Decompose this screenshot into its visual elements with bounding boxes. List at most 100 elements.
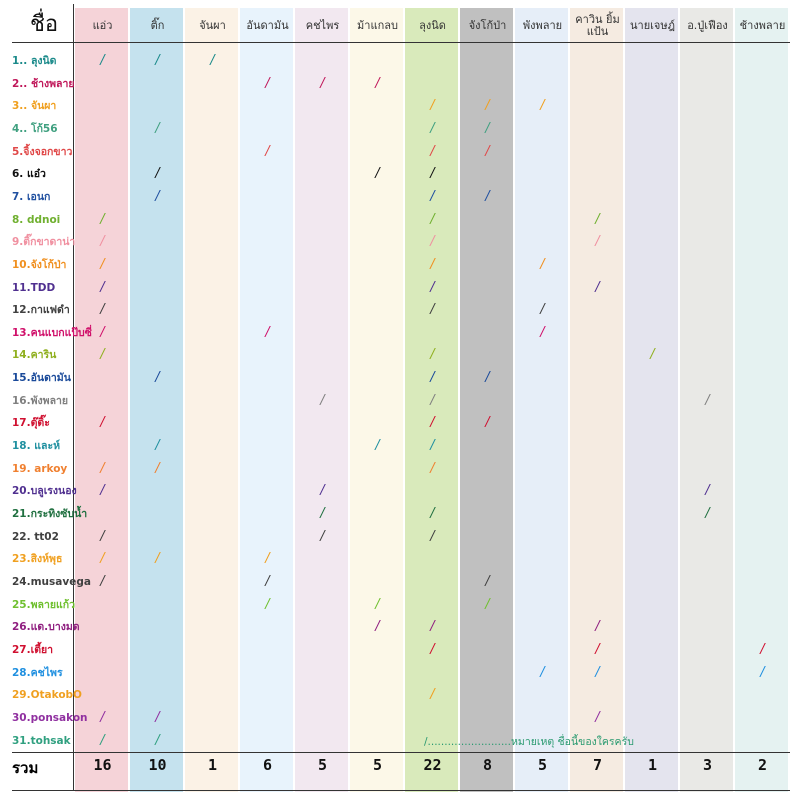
vote-mark: /: [100, 347, 105, 363]
column-bg: [75, 8, 128, 792]
vote-mark: /: [100, 709, 105, 725]
member-name: 3.. จันผา: [12, 100, 57, 113]
column-header: อ.ปู่เฟือง: [687, 19, 728, 32]
vote-mark: /: [430, 687, 435, 703]
column-total: 2: [757, 756, 768, 774]
member-name: 29.OtakobO: [12, 689, 82, 702]
vote-mark: /: [100, 279, 105, 295]
vote-mark: /: [375, 438, 380, 454]
vote-mark: /: [210, 53, 215, 68]
vote-mark: /: [540, 664, 545, 680]
column-header: นายเจษฎ์: [630, 19, 675, 32]
column-header: พังพลาย: [522, 19, 563, 32]
column-total: 3: [702, 756, 713, 774]
column-bg: [515, 8, 568, 792]
column-bg: [570, 8, 623, 792]
vote-mark: /: [155, 120, 160, 136]
vote-mark: /: [100, 460, 105, 476]
vote-mark: /: [430, 460, 435, 476]
member-name: 25.พลายแก้ว: [12, 598, 76, 611]
vote-mark: /: [155, 551, 160, 567]
column-header: ลุงนิด: [419, 19, 446, 32]
member-name: 27.เตี้ยา: [12, 643, 54, 656]
vote-mark: /: [430, 120, 435, 136]
member-name: 21.กระทิงซับน้ำ: [12, 508, 88, 520]
vote-mark: /: [485, 188, 490, 204]
column-total: 7: [592, 756, 603, 774]
vote-mark: /: [595, 234, 600, 250]
column-header: จังโก้ป่า: [468, 19, 507, 32]
column-total: 1: [207, 756, 218, 774]
member-name: 9.ติ๊กขาดาน่า: [12, 236, 76, 249]
vote-mark: /: [375, 596, 380, 612]
vote-mark: /: [265, 551, 270, 567]
vote-mark: /: [155, 53, 160, 68]
column-bg: [735, 8, 788, 792]
vote-mark: /: [595, 664, 600, 680]
vote-mark: /: [540, 324, 545, 340]
vote-mark: /: [430, 98, 435, 114]
vote-mark: /: [155, 709, 160, 725]
member-name: 26.แด.บางมด: [12, 621, 80, 634]
vote-mark: /: [100, 528, 105, 544]
vote-mark: /: [155, 370, 160, 386]
vote-mark: /: [760, 664, 765, 680]
column-header: จันผา: [199, 19, 226, 32]
member-name: 24.musavega: [12, 575, 91, 588]
vote-mark: /: [155, 732, 160, 748]
column-total: 1: [647, 756, 658, 774]
vote-mark: /: [430, 256, 435, 272]
vote-mark: /: [100, 732, 105, 748]
vote-mark: /: [485, 573, 490, 589]
vote-mark: /: [540, 98, 545, 114]
column-header: คาวิน ยิ้มแป้น: [575, 13, 620, 38]
member-name: 16.พังพลาย: [12, 394, 69, 407]
member-name: 1.. ลุงนิด: [12, 55, 57, 67]
vote-mark: /: [430, 506, 435, 521]
column-total: 8: [482, 756, 493, 774]
vote-mark: /: [100, 302, 105, 318]
column-header: ติ๊ก: [150, 19, 165, 32]
vote-mark: /: [705, 506, 710, 521]
vote-mark: /: [430, 347, 435, 363]
vote-mark: /: [430, 234, 435, 250]
total-label: รวม: [12, 759, 39, 777]
vote-mark: /: [100, 256, 105, 272]
vote-mark: /: [100, 211, 105, 227]
vote-mark: /: [375, 166, 380, 182]
vote-mark: /: [100, 415, 105, 431]
vote-mark: /: [265, 324, 270, 340]
column-bg: [460, 8, 513, 792]
name-column-title: ชื่อ: [30, 12, 59, 37]
member-name: 13.คนแบกแป๊บซี่: [12, 326, 92, 339]
vote-mark: /: [430, 302, 435, 318]
vote-mark: /: [650, 347, 655, 363]
vote-mark: /: [705, 392, 710, 408]
member-name: 31.tohsak: [12, 734, 71, 747]
vote-mark: /: [540, 256, 545, 272]
member-name: 8. ddnoi: [12, 213, 61, 226]
vote-mark: /: [100, 551, 105, 567]
vote-mark: /: [320, 392, 325, 408]
member-name: 19. arkoy: [12, 462, 68, 475]
vote-mark: /: [100, 324, 105, 340]
vote-mark: /: [265, 596, 270, 612]
vote-mark: /: [430, 143, 435, 159]
name-column-divider: [73, 4, 74, 791]
header-divider: [12, 42, 790, 43]
vote-mark: /: [155, 166, 160, 182]
member-name: 15.อันดามัน: [12, 372, 71, 385]
column-total: 22: [423, 756, 442, 774]
member-name: 23.สิงห์พุธ: [12, 553, 63, 566]
column-bg: [405, 8, 458, 792]
column-header: แอ่ว: [92, 19, 113, 32]
vote-mark: /: [485, 98, 490, 114]
column-header: ม้าแกลบ: [357, 19, 398, 32]
vote-mark: /: [265, 75, 270, 91]
vote-mark: /: [430, 415, 435, 431]
member-name: 4.. โก้56: [12, 122, 58, 135]
vote-mark: /: [100, 53, 105, 68]
member-name: 2.. ช้างพลาย: [12, 77, 75, 90]
vote-mark: /: [595, 279, 600, 295]
member-name: 10.จังโก้ป่า: [12, 258, 67, 271]
